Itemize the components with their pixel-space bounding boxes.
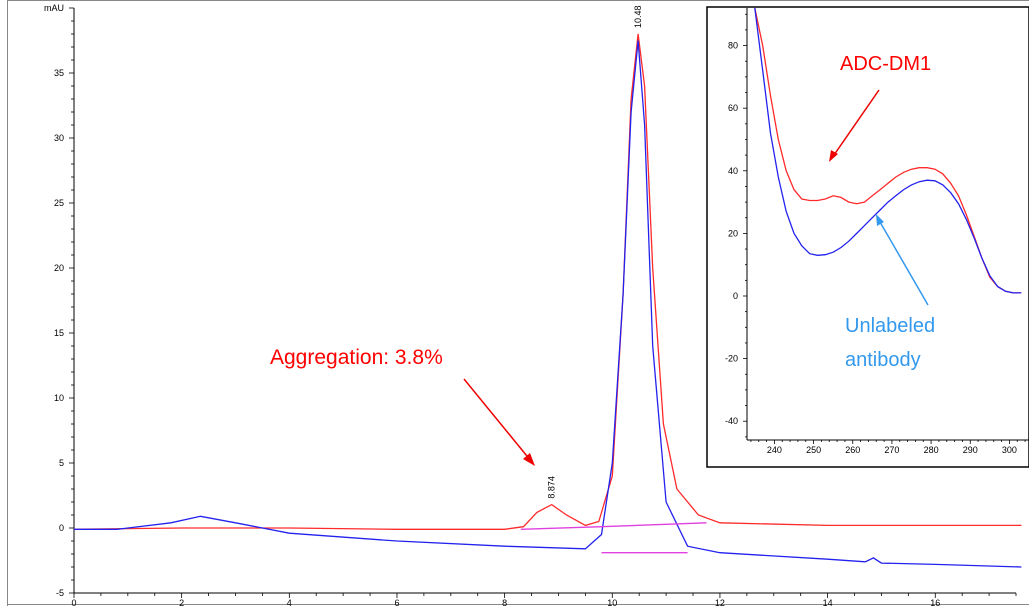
inset-x-tick-label: 240 — [767, 445, 782, 455]
unlabeled-label-line2: antibody — [845, 349, 921, 371]
inset-y-tick-label: 20 — [728, 228, 738, 238]
inset-y-tick-label: 80 — [728, 41, 738, 51]
inset-y-tick-label: 40 — [728, 166, 738, 176]
inset-y-tick-label: 0 — [733, 291, 738, 301]
main-y-tick-label: 0 — [59, 523, 64, 533]
inset-x-tick-label: 270 — [884, 445, 899, 455]
main-x-tick-label: 14 — [823, 598, 833, 606]
main-y-tick-label: 30 — [54, 133, 64, 143]
inset-y-tick-label: 60 — [728, 103, 738, 113]
main-x-tick-label: 12 — [715, 598, 725, 606]
unlabeled-label-line1: Unlabeled — [845, 315, 935, 337]
inset-x-tick-label: 280 — [924, 445, 939, 455]
aggregation-arrow — [463, 378, 535, 466]
main-x-tick-label: 10 — [607, 598, 617, 606]
inset-axes: -40 -20 0 20 40 60 80 240 250 260 270 280 290 300 — [725, 8, 1029, 455]
main-x-tick-label: 6 — [394, 598, 399, 606]
inset-x-tick-label: 290 — [963, 445, 978, 455]
main-chromatogram: mAU -5 0 5 10 15 20 25 30 35 0 2 4 6 8 10 12 14 16 8.874 1… — [44, 3, 1022, 606]
main-x-tick-label: 16 — [930, 598, 940, 606]
main-peak-labels: 8.874 10.48 — [547, 5, 643, 498]
main-y-tick-label: 20 — [54, 263, 64, 273]
main-x-tick-label: 0 — [71, 598, 76, 606]
main-y-tick-label: 10 — [54, 393, 64, 403]
main-series-line-1 — [74, 40, 1022, 568]
main-y-tick-label: 15 — [54, 328, 64, 338]
aggregation-annotation: Aggregation: 3.8% — [270, 346, 443, 369]
inset-x-tick-label: 250 — [806, 445, 821, 455]
main-series-line-2 — [520, 522, 707, 530]
inset-x-tick-label: 300 — [1002, 445, 1017, 455]
uv-spectrum-inset: -40 -20 0 20 40 60 80 240 250 260 270 280 290 300 ADC… — [706, 6, 1029, 468]
main-y-tick-label: 35 — [54, 68, 64, 78]
main-series — [73, 33, 1022, 568]
inset-x-tick-label: 260 — [845, 445, 860, 455]
main-x-tick-label: 8 — [502, 598, 507, 606]
peak-retention-label: 8.874 — [547, 476, 557, 499]
y-unit-label: mAU — [44, 3, 64, 13]
inset-series-line-1 — [754, 7, 1022, 294]
adc-dm1-label: ADC-DM1 — [840, 53, 931, 75]
inset-series — [754, 7, 1022, 294]
main-y-tick-label: 5 — [59, 458, 64, 468]
adc-dm1-arrow — [829, 89, 880, 162]
main-x-tick-label: 2 — [179, 598, 184, 606]
inset-y-tick-label: -40 — [725, 416, 738, 426]
inset-y-tick-label: -20 — [725, 354, 738, 364]
main-y-tick-label: -5 — [56, 588, 64, 598]
main-x-tick-label: 4 — [287, 598, 292, 606]
unlabeled-arrow — [876, 214, 929, 306]
main-axes: -5 0 5 10 15 20 25 30 35 0 2 4 6 8 10 12 14 16 — [54, 7, 1017, 606]
main-y-tick-label: 25 — [54, 198, 64, 208]
inset-frame — [706, 6, 1029, 468]
peak-retention-label: 10.48 — [633, 5, 643, 28]
